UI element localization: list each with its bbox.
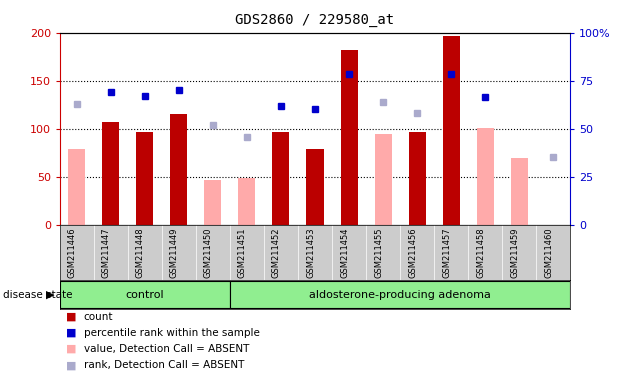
Text: GSM211453: GSM211453	[306, 227, 315, 278]
Text: GSM211450: GSM211450	[204, 227, 213, 278]
Bar	[204, 180, 222, 225]
Text: GSM211454: GSM211454	[340, 227, 349, 278]
Bar	[340, 50, 358, 225]
Bar	[442, 36, 459, 225]
Text: GDS2860 / 229580_at: GDS2860 / 229580_at	[236, 13, 394, 27]
Bar	[170, 114, 188, 225]
Text: value, Detection Call = ABSENT: value, Detection Call = ABSENT	[84, 344, 249, 354]
Text: GSM211449: GSM211449	[170, 227, 179, 278]
Text: GSM211446: GSM211446	[68, 227, 77, 278]
Bar	[60, 281, 230, 308]
Text: GSM211452: GSM211452	[272, 227, 281, 278]
Text: ▶: ▶	[47, 290, 55, 300]
Text: control: control	[125, 290, 164, 300]
Text: GSM211448: GSM211448	[136, 227, 145, 278]
Text: percentile rank within the sample: percentile rank within the sample	[84, 328, 260, 338]
Text: GSM211447: GSM211447	[102, 227, 111, 278]
Text: disease state: disease state	[3, 290, 72, 300]
Text: GSM211460: GSM211460	[544, 227, 553, 278]
Text: ■: ■	[66, 312, 77, 322]
Text: aldosterone-producing adenoma: aldosterone-producing adenoma	[309, 290, 491, 300]
Bar	[272, 132, 289, 225]
Text: rank, Detection Call = ABSENT: rank, Detection Call = ABSENT	[84, 360, 244, 370]
Text: GSM211459: GSM211459	[510, 227, 519, 278]
Bar	[476, 128, 494, 225]
Text: ■: ■	[66, 328, 77, 338]
Bar	[374, 134, 391, 225]
Bar	[136, 132, 153, 225]
Text: ■: ■	[66, 360, 77, 370]
Bar	[102, 122, 119, 225]
Text: GSM211458: GSM211458	[476, 227, 485, 278]
Bar	[306, 149, 324, 225]
Bar	[510, 159, 528, 225]
Bar	[408, 132, 425, 225]
Text: GSM211457: GSM211457	[442, 227, 451, 278]
Text: GSM211455: GSM211455	[374, 227, 383, 278]
Text: ■: ■	[66, 344, 77, 354]
Bar	[238, 178, 256, 225]
Text: count: count	[84, 312, 113, 322]
Text: GSM211451: GSM211451	[238, 227, 247, 278]
Bar	[230, 281, 570, 308]
Bar	[69, 149, 86, 225]
Text: GSM211456: GSM211456	[408, 227, 417, 278]
